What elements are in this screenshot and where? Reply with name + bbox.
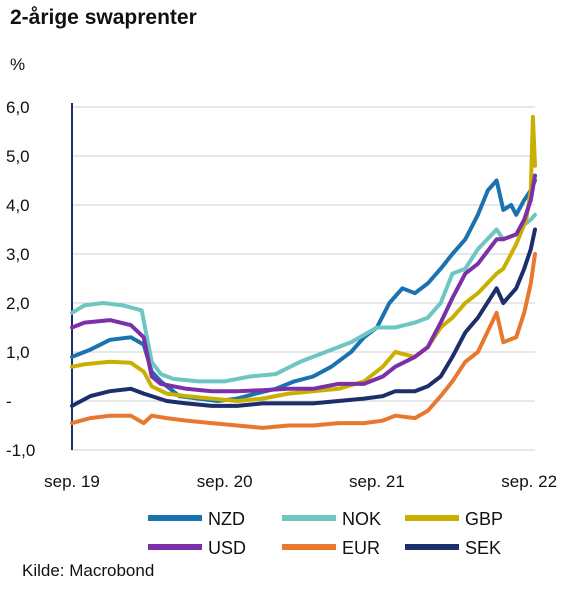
series-line-nok xyxy=(70,212,537,384)
y-tick-label: 2,0 xyxy=(6,294,30,313)
series-line-nzd xyxy=(70,178,537,403)
x-tick-label: sep. 20 xyxy=(197,472,253,491)
y-tick-label: - xyxy=(6,392,12,411)
series-line-eur xyxy=(70,252,537,430)
x-tick-label: sep. 19 xyxy=(44,472,100,491)
y-tick-label: 6,0 xyxy=(6,98,30,117)
legend-label-eur: EUR xyxy=(342,538,380,558)
legend-label-nzd: NZD xyxy=(208,509,245,529)
series-line-sek xyxy=(70,227,537,408)
legend: NZD NOK GBP USD EUR SEK xyxy=(148,509,503,558)
legend-label-nok: NOK xyxy=(342,509,381,529)
series-lines xyxy=(70,114,537,430)
y-axis-unit: % xyxy=(10,55,25,74)
chart-title: 2-årige swaprenter xyxy=(10,6,197,29)
legend-label-gbp: GBP xyxy=(465,509,503,529)
series-line-usd xyxy=(70,173,537,394)
grid-lines xyxy=(72,106,535,451)
y-tick-label: 1,0 xyxy=(6,343,30,362)
legend-label-sek: SEK xyxy=(465,538,501,558)
y-tick-label: 4,0 xyxy=(6,196,30,215)
series-line-gbp xyxy=(70,114,537,403)
x-tick-label: sep. 22 xyxy=(501,472,557,491)
legend-label-usd: USD xyxy=(208,538,246,558)
y-tick-label: -1,0 xyxy=(6,441,35,460)
x-tick-label: sep. 21 xyxy=(349,472,405,491)
x-axis: sep. 19 sep. 20 sep. 21 sep. 22 xyxy=(44,472,557,491)
y-axis: % 6,0 5,0 4,0 3,0 2,0 1,0 - -1,0 xyxy=(6,55,73,460)
source-note: Kilde: Macrobond xyxy=(22,561,155,580)
y-tick-label: 5,0 xyxy=(6,147,30,166)
y-tick-label: 3,0 xyxy=(6,245,30,264)
